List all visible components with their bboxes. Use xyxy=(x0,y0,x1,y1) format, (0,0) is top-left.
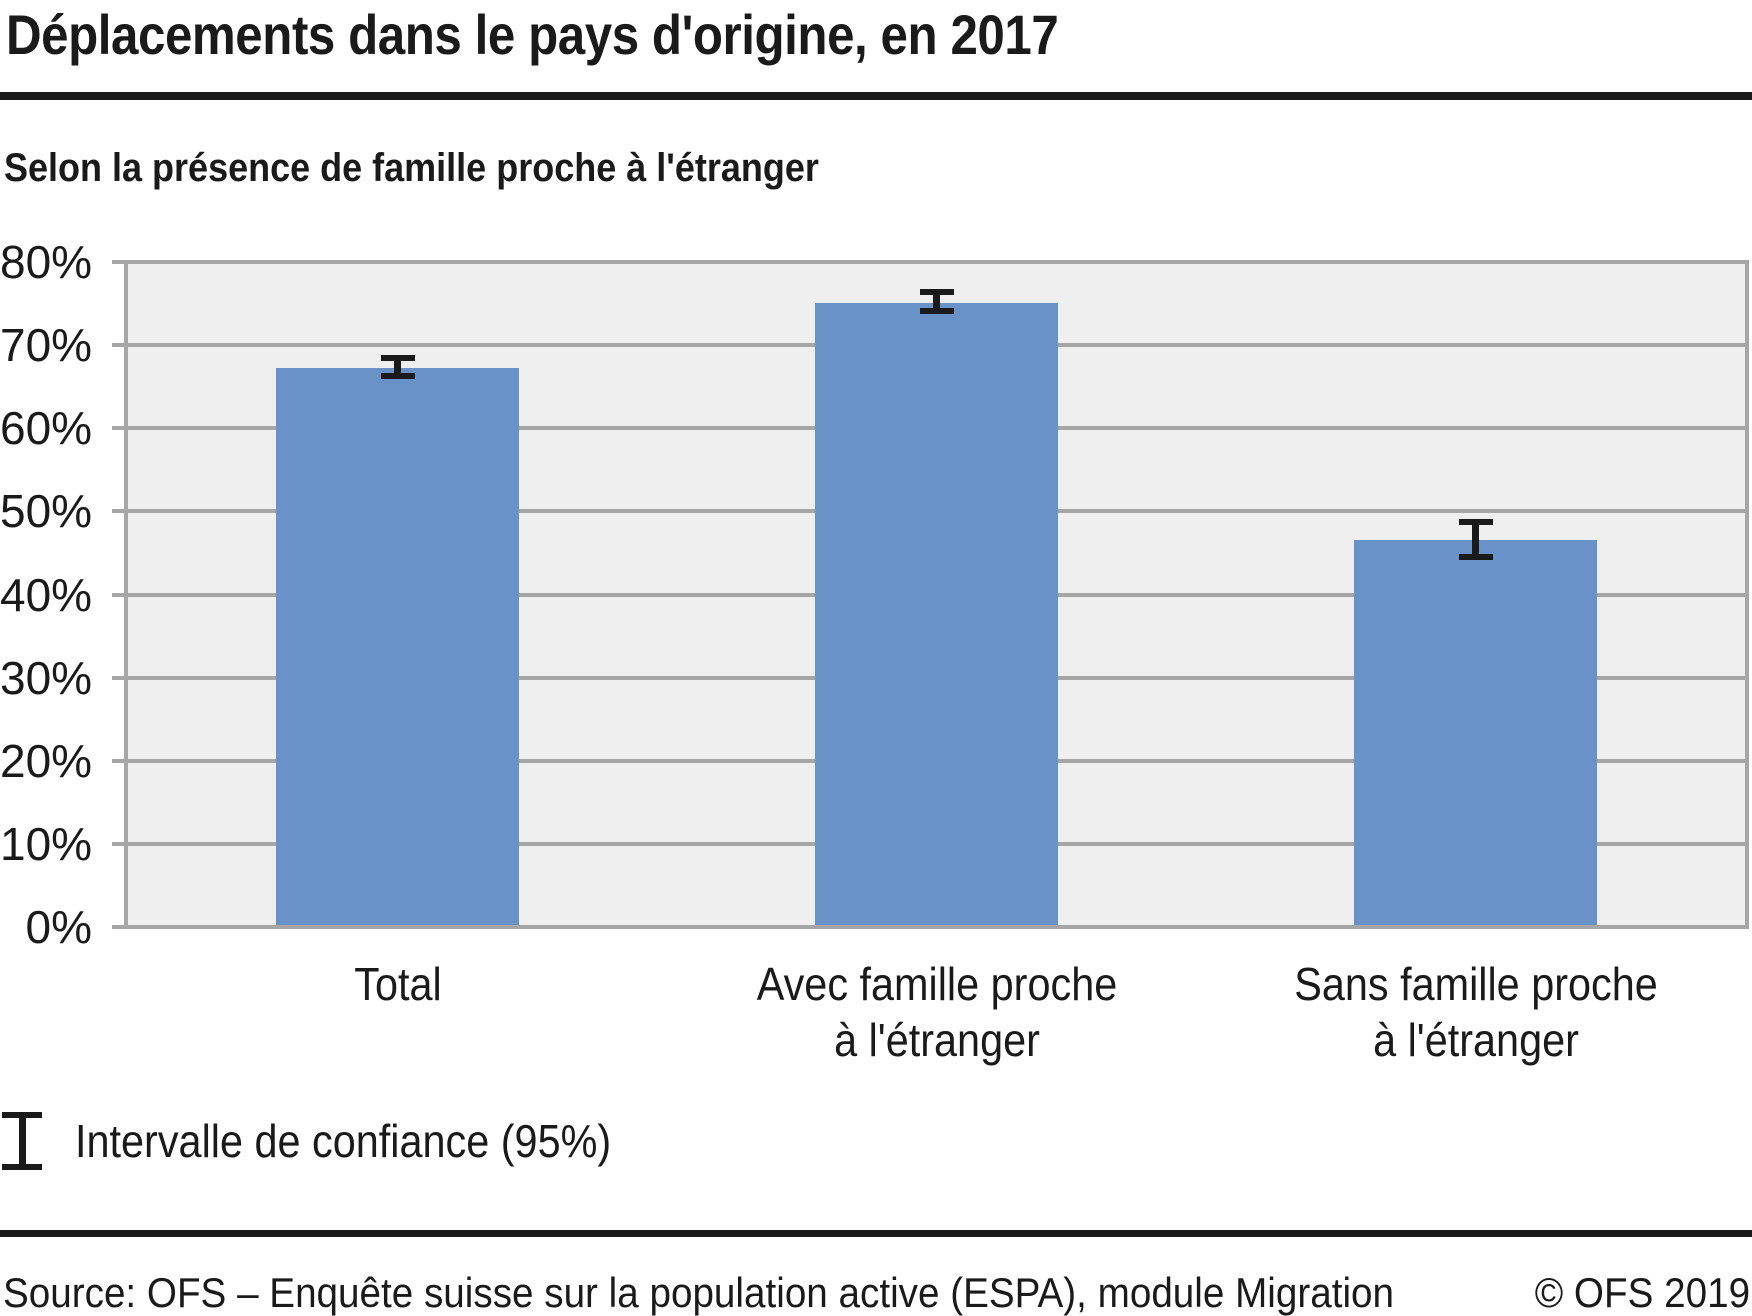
y-tick-60 xyxy=(112,426,125,430)
footer-rule xyxy=(0,1230,1752,1237)
error-bar-2-stem xyxy=(933,292,940,311)
y-axis-label-40: 40% xyxy=(0,569,93,621)
footer-source: Source: OFS – Enquête suisse sur la popu… xyxy=(3,1269,1395,1316)
x-axis-label-1: Total xyxy=(164,956,632,1012)
y-axis-label-30: 30% xyxy=(0,652,93,704)
x-axis-line xyxy=(124,925,1749,929)
error-bar-legend-icon xyxy=(2,1112,42,1170)
x-axis-label-line: Sans famille proche xyxy=(1294,958,1658,1010)
bar-1 xyxy=(276,368,519,927)
y-axis-label-0: 0% xyxy=(25,901,92,953)
y-tick-70 xyxy=(112,343,125,347)
y-axis-label-50: 50% xyxy=(0,485,93,537)
y-tick-50 xyxy=(112,509,125,513)
y-axis-label-80: 80% xyxy=(0,236,93,288)
error-bar-3-bottom-cap xyxy=(1459,554,1493,560)
x-axis-label-line: Total xyxy=(354,958,442,1010)
y-axis-label-70: 70% xyxy=(0,319,93,371)
error-bar-2-top-cap xyxy=(920,289,954,295)
error-bar-bottom-cap xyxy=(2,1164,42,1170)
error-bar-1-stem xyxy=(394,358,401,375)
bar-3 xyxy=(1354,540,1597,927)
y-tick-20 xyxy=(112,759,125,763)
plot-left-border xyxy=(124,260,128,929)
y-axis-label-20: 20% xyxy=(0,735,93,787)
bar-2 xyxy=(815,303,1058,927)
x-axis-label-2: Avec famille proche à l'étranger xyxy=(703,956,1171,1068)
x-axis-label-3: Sans famille proche à l'étranger xyxy=(1242,956,1710,1068)
chart-subtitle: Selon la présence de famille proche à l'… xyxy=(4,146,819,190)
gridline-80 xyxy=(124,260,1749,264)
y-axis-label-10: 10% xyxy=(0,818,93,870)
error-bar-3-top-cap xyxy=(1459,519,1493,525)
error-bar-3-stem xyxy=(1472,522,1479,557)
title-rule xyxy=(0,92,1752,100)
y-tick-40 xyxy=(112,593,125,597)
y-axis-label-60: 60% xyxy=(0,402,93,454)
y-tick-80 xyxy=(112,260,125,264)
plot-right-border xyxy=(1745,260,1749,929)
y-tick-0 xyxy=(112,925,125,929)
footer-copyright: © OFS 2019 xyxy=(1534,1269,1750,1316)
error-bar-2-bottom-cap xyxy=(920,308,954,314)
error-bar-1-bottom-cap xyxy=(381,373,415,379)
legend-label: Intervalle de confiance (95%) xyxy=(75,1115,612,1167)
chart-title: Déplacements dans le pays d'origine, en … xyxy=(6,3,1059,66)
error-bar-1-top-cap xyxy=(381,355,415,361)
y-tick-10 xyxy=(112,842,125,846)
error-bar-stem xyxy=(18,1112,26,1170)
x-axis-label-line: Avec famille proche xyxy=(756,958,1118,1010)
y-tick-30 xyxy=(112,676,125,680)
x-axis-label-line: à l'étranger xyxy=(1373,1014,1579,1066)
x-axis-label-line: à l'étranger xyxy=(834,1014,1040,1066)
